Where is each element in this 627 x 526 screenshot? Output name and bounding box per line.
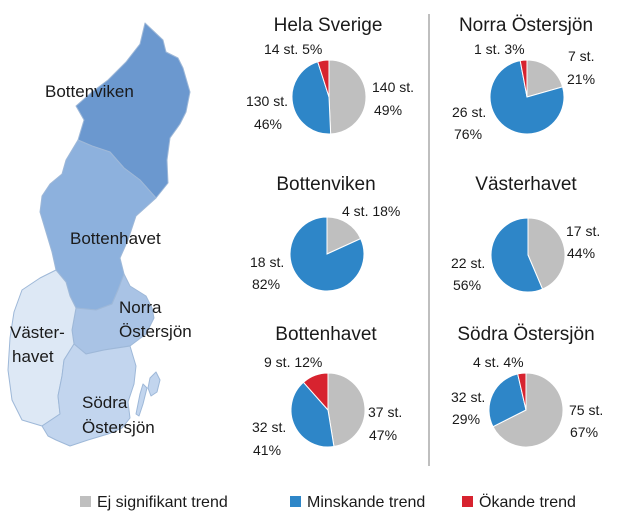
pie-slice — [328, 59, 367, 135]
data-label-count: 22 st. — [451, 255, 485, 271]
pie-panel-0: Hela Sverige 140 st. 49% 130 st. 46% 14 st. 5… — [246, 15, 414, 135]
data-label-count: 7 st. — [568, 48, 594, 64]
data-label-percent: 56% — [453, 277, 481, 293]
data-label-percent: 49% — [374, 102, 402, 118]
pie-slice — [489, 60, 565, 135]
data-label-percent: 29% — [452, 411, 480, 427]
data-label-percent: 47% — [369, 427, 397, 443]
data-label-percent: 76% — [454, 126, 482, 142]
data-label-count: 130 st. — [246, 93, 288, 109]
data-label: 4 st. 4% — [473, 354, 524, 370]
legend-swatch — [80, 496, 91, 507]
data-label-percent: 44% — [567, 245, 595, 261]
pie-title: Hela Sverige — [274, 15, 383, 36]
data-label-count: 32 st. — [451, 389, 485, 405]
data-label-percent: 41% — [253, 442, 281, 458]
pie-title: Norra Östersjön — [459, 15, 593, 36]
pie-slice — [527, 217, 566, 290]
data-label-count: 17 st. — [566, 223, 600, 239]
pie-panel-1: Norra Östersjön 7 st. 21% 26 st. 76% 1 st. 3% — [452, 15, 595, 142]
data-label-percent: 21% — [567, 71, 595, 87]
map-label-vasterhavet-2: havet — [12, 347, 54, 366]
legend-swatch — [290, 496, 301, 507]
pie-panel-3: Västerhavet 17 st. 44% 22 st. 56% — [451, 174, 600, 293]
map-label-bottenhavet: Bottenhavet — [70, 229, 161, 248]
data-label: 14 st. 5% — [264, 41, 322, 57]
legend-swatch — [462, 496, 473, 507]
pie-panel-4: Bottenhavet 37 st. 47% 32 st. 41% 9 st. 12% — [252, 324, 402, 458]
data-label-percent: 67% — [570, 424, 598, 440]
data-label-percent: 46% — [254, 116, 282, 132]
data-label-count: 32 st. — [252, 419, 286, 435]
pie-slice — [490, 217, 544, 293]
map-label-norra-2: Östersjön — [119, 322, 192, 341]
island-oland — [135, 383, 148, 417]
pie-slice — [291, 61, 332, 135]
sweden-map: Bottenviken Bottenhavet Norra Östersjön … — [7, 22, 192, 447]
pie-slice — [526, 59, 564, 98]
map-label-norra-1: Norra — [119, 298, 162, 317]
legend: Ej signifikant trend Minskande trend Ökand… — [80, 493, 576, 511]
legend-label: Ej signifikant trend — [97, 494, 228, 511]
map-label-bottenviken: Bottenviken — [45, 82, 134, 101]
pie-title: Västerhavet — [475, 174, 577, 195]
pie-title: Bottenviken — [276, 174, 375, 195]
data-label-count: 26 st. — [452, 104, 486, 120]
data-label-count: 37 st. — [368, 404, 402, 420]
data-label-count: 140 st. — [372, 79, 414, 95]
pie-title: Södra Östersjön — [457, 324, 594, 345]
map-label-sodra-2: Östersjön — [82, 418, 155, 437]
pie-slice — [327, 372, 366, 448]
data-label-count: 18 st. — [250, 254, 284, 270]
pie-slice — [519, 59, 528, 98]
pie-slice — [317, 59, 330, 98]
pie-slice — [289, 216, 365, 292]
map-label-vasterhavet-1: Väster- — [10, 323, 65, 342]
data-label-count: 75 st. — [569, 402, 603, 418]
pie-slice — [302, 372, 329, 412]
legend-label: Minskande trend — [307, 494, 425, 511]
island-gotland — [147, 371, 161, 397]
pie-slice — [492, 372, 564, 448]
data-label: 9 st. 12% — [264, 354, 322, 370]
pie-panel-2: Bottenviken 4 st. 18% 18 st. 82% — [250, 174, 400, 292]
pie-slice — [290, 381, 335, 448]
pie-slice — [326, 216, 362, 255]
map-label-sodra-1: Södra — [82, 393, 128, 412]
pie-panel-5: Södra Östersjön 75 st. 67% 32 st. 29% 4 st. 4… — [451, 324, 603, 448]
data-label: 1 st. 3% — [474, 41, 525, 57]
legend-label: Ökande trend — [479, 493, 576, 511]
pie-slice — [517, 372, 527, 411]
data-label-percent: 82% — [252, 276, 280, 292]
pie-slice — [488, 373, 527, 428]
pie-title: Bottenhavet — [275, 324, 377, 345]
region-sodra-ostersjon — [41, 343, 137, 447]
data-label: 4 st. 18% — [342, 203, 400, 219]
pie-panels: Hela Sverige 140 st. 49% 130 st. 46% 14 st. 5… — [246, 15, 603, 458]
